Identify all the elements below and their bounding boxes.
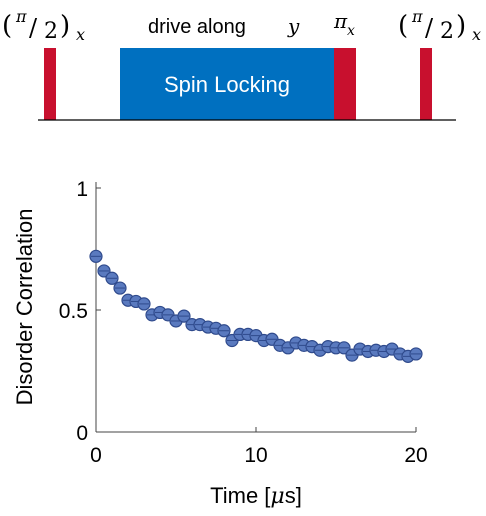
x-tick-label: 0 bbox=[90, 444, 102, 467]
pulse1-den: 2 bbox=[44, 19, 58, 44]
pi-pulse-sub: x bbox=[347, 23, 355, 39]
pulse1-close: ) bbox=[60, 11, 70, 41]
drive-label-var: y bbox=[287, 14, 300, 38]
pulse3-slash: / bbox=[425, 14, 434, 42]
y-tick-label: 1 bbox=[76, 178, 88, 201]
x-tick-label: 20 bbox=[404, 444, 427, 467]
pulse3-open: ( bbox=[398, 11, 408, 41]
pulse3-label: ( π / 2 ) x bbox=[398, 7, 481, 44]
y-tick-label: 0 bbox=[76, 422, 88, 445]
pulse1-num: π bbox=[15, 7, 27, 26]
pulse3-den: 2 bbox=[440, 19, 454, 44]
chart: 0 10 20 0 0.5 1 Disorder Correlation Time [μs… bbox=[12, 178, 428, 509]
pulse-sequence: ( π / 2 ) x drive along y π x ( π / 2 ) … bbox=[2, 7, 481, 121]
pulse1-label: ( π / 2 ) x bbox=[2, 7, 85, 44]
pulse3-sub: x bbox=[472, 25, 481, 44]
pi-pulse-block bbox=[334, 48, 356, 120]
pi-pulse-label: π bbox=[333, 9, 348, 33]
drive-label: drive along bbox=[148, 16, 246, 38]
pulse1-slash: / bbox=[29, 14, 38, 42]
pulse1-block bbox=[44, 48, 56, 120]
x-tick-label: 10 bbox=[244, 444, 267, 467]
data-points bbox=[89, 249, 423, 363]
pulse3-num: π bbox=[411, 7, 423, 26]
ticks: 0 10 20 0 0.5 1 bbox=[59, 178, 428, 467]
pulse1-sub: x bbox=[76, 25, 85, 44]
x-axis-label-unit: μ bbox=[270, 484, 284, 509]
x-axis-label-end: s] bbox=[285, 483, 302, 508]
y-axis-label: Disorder Correlation bbox=[12, 209, 37, 406]
pulse1-open: ( bbox=[2, 11, 12, 41]
spin-lock-label: Spin Locking bbox=[164, 72, 290, 97]
pulse3-block bbox=[420, 48, 432, 120]
spin-lock-block bbox=[120, 48, 334, 120]
pulse3-close: ) bbox=[456, 11, 466, 41]
y-tick-label: 0.5 bbox=[59, 300, 88, 323]
x-axis-label-main: Time [ bbox=[210, 483, 270, 508]
x-axis-label: Time [μs] bbox=[210, 483, 302, 509]
